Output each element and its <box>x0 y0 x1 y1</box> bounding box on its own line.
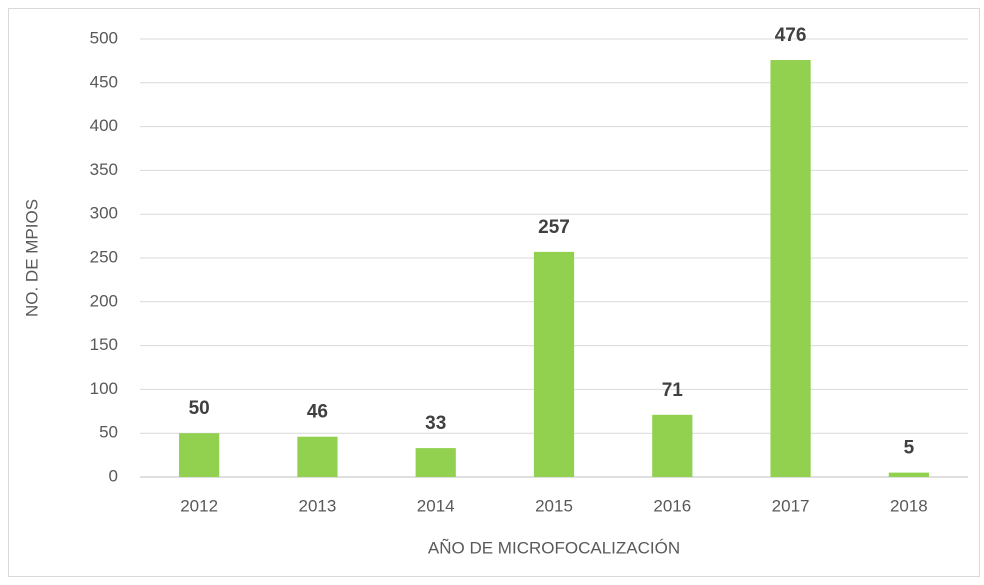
data-label: 50 <box>189 398 210 419</box>
chart-border <box>8 8 980 577</box>
y-tick-label: 500 <box>90 28 118 47</box>
data-label: 33 <box>425 413 446 434</box>
y-tick-label: 150 <box>90 335 118 354</box>
y-axis-title: NO. DE MPIOS <box>22 199 41 317</box>
y-tick-label: 350 <box>90 160 118 179</box>
y-tick-label: 100 <box>90 379 118 398</box>
y-tick-label: 250 <box>90 247 118 266</box>
bar <box>297 436 338 477</box>
y-tick-label: 450 <box>90 72 118 91</box>
x-axis-title: AÑO DE MICROFOCALIZACIÓN <box>428 538 680 557</box>
x-tick-label: 2018 <box>890 496 928 515</box>
bar <box>533 251 575 477</box>
x-tick-label: 2016 <box>653 496 691 515</box>
y-tick-label: 400 <box>90 116 118 135</box>
data-label: 46 <box>307 402 328 423</box>
bar <box>179 433 220 477</box>
y-tick-label: 50 <box>99 423 118 442</box>
x-tick-label: 2014 <box>417 496 455 515</box>
y-tick-label: 0 <box>109 466 118 485</box>
bar <box>770 60 811 478</box>
x-tick-label: 2013 <box>299 496 337 515</box>
x-tick-label: 2015 <box>535 496 573 515</box>
data-label: 476 <box>775 25 807 46</box>
x-tick-label: 2017 <box>772 496 810 515</box>
data-label: 5 <box>904 438 915 459</box>
data-label: 257 <box>538 217 570 238</box>
bar <box>888 472 929 477</box>
y-tick-label: 300 <box>90 204 118 223</box>
bar <box>415 448 456 477</box>
data-label: 71 <box>662 380 684 401</box>
x-tick-label: 2012 <box>180 496 218 515</box>
bar <box>652 414 693 477</box>
y-tick-label: 200 <box>90 291 118 310</box>
